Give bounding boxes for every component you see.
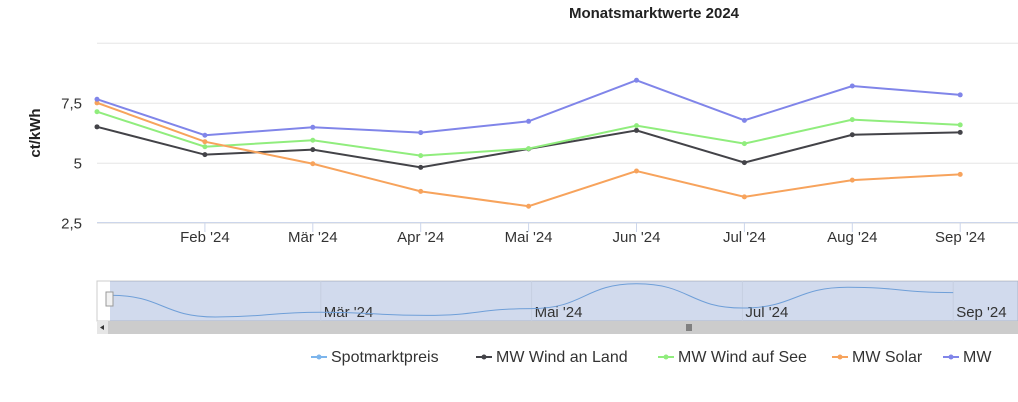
data-point[interactable] [849,132,855,138]
x-tick-label: Apr '24 [397,229,444,246]
data-point[interactable] [849,117,855,123]
data-point[interactable] [849,83,855,89]
data-point[interactable] [202,139,208,145]
legend-marker [837,354,843,360]
legend-marker [316,354,322,360]
x-tick-label: Mai '24 [505,229,553,246]
navigator-tick-label: Sep '24 [956,304,1006,321]
data-point[interactable] [634,77,639,83]
data-point[interactable] [526,146,532,152]
data-point[interactable] [310,147,316,153]
data-point[interactable] [741,194,747,200]
data-point[interactable] [957,171,963,177]
legend-marker [481,354,487,360]
data-point[interactable] [202,144,208,150]
x-tick-label: Aug '24 [827,229,877,246]
data-point[interactable] [94,100,100,106]
y-tick-label: 2,5 [61,215,82,232]
navigator-tick-label: Jul '24 [745,304,788,321]
x-tick-label: Jul '24 [723,229,766,246]
data-point[interactable] [94,96,100,102]
data-point[interactable] [202,132,208,138]
data-point[interactable] [418,153,424,159]
legend-label: MW Solar [852,349,923,366]
data-point[interactable] [310,124,316,130]
y-tick-label: 5 [74,155,82,172]
data-point[interactable] [957,92,963,98]
legend-item-mw[interactable]: MW [943,349,992,366]
data-point[interactable] [418,130,424,136]
legend-marker [663,354,669,360]
data-point[interactable] [741,117,747,123]
x-tick-label: Feb '24 [180,229,230,246]
navigator-tick-label: Mai '24 [535,304,583,321]
navigator-handle-left[interactable] [105,291,114,307]
data-point[interactable] [310,137,316,143]
data-point[interactable] [741,160,747,166]
legend-item-mw-solar[interactable]: MW Solar [832,349,923,366]
data-point[interactable] [94,124,100,130]
data-point[interactable] [526,203,532,209]
data-point[interactable] [957,122,963,128]
chart-title: Monatsmarktwerte 2024 [569,5,740,22]
x-tick-label: Jun '24 [613,229,661,246]
series-line-mw[interactable] [96,79,961,137]
data-point[interactable] [741,141,747,147]
data-point[interactable] [634,168,639,174]
legend-label: Spotmarktpreis [331,349,439,366]
y-axis-label: ct/kWh [27,108,44,157]
data-point[interactable] [634,123,639,129]
legend-marker [948,354,954,360]
data-point[interactable] [957,129,963,135]
legend-item-mw-wind-auf-see[interactable]: MW Wind auf See [658,349,807,366]
scrollbar-thumb[interactable] [108,321,1018,334]
legend-label: MW Wind auf See [678,349,807,366]
data-point[interactable] [418,188,424,194]
x-tick-label: Sep '24 [935,229,985,246]
legend-label: MW [963,349,992,366]
x-tick-label: Mär '24 [288,229,338,246]
legend-item-mw-wind-an-land[interactable]: MW Wind an Land [476,349,628,366]
navigator[interactable]: Mär '24 Mai '24 Jul '24 Sep '24 [96,280,1018,334]
arrow-left-icon [100,325,104,330]
data-point[interactable] [526,118,532,124]
data-point[interactable] [849,177,855,183]
data-point[interactable] [418,164,424,170]
y-tick-label: 7,5 [61,95,82,112]
data-point[interactable] [94,109,100,115]
navigator-series [109,283,954,318]
data-point[interactable] [202,152,208,158]
legend-item-spotmarktpreis[interactable]: Spotmarktpreis [311,349,439,366]
data-point[interactable] [634,127,639,133]
data-point[interactable] [310,161,316,167]
legend-label: MW Wind an Land [496,349,628,366]
